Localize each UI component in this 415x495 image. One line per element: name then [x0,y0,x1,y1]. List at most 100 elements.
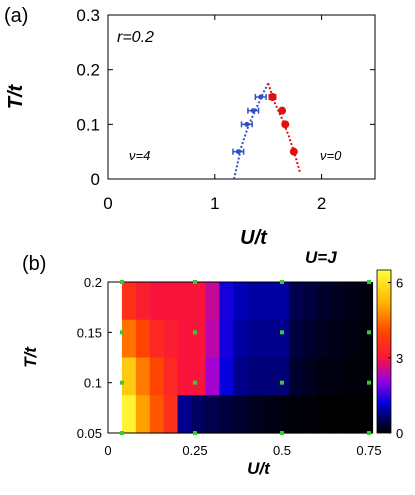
grid-marker [367,280,371,284]
grid-marker [280,431,284,435]
heatmap-cell [121,357,137,396]
data-point [235,149,241,155]
grid-marker [280,330,284,335]
x-tick-label-b: 0.5 [273,443,291,458]
heatmap-cell [219,357,234,396]
heatmap-cell [302,319,318,359]
x-tick-label-a: 2 [317,194,326,213]
chart-a: 0 0.1 0.2 0.3 0 1 2 U/t T/t r=0.2 ν=4 ν=0 [5,6,376,249]
grid-marker [119,330,124,335]
heatmap-cell [275,357,290,396]
region-label-right: ν=0 [320,148,342,163]
heatmap-cell [275,282,290,321]
heatmap-cell [121,282,137,321]
y-axis-label-b: T/t [21,346,40,368]
heatmap-cell [121,395,137,434]
heatmap-cell [330,282,346,321]
heatmap-cell [191,282,207,321]
heatmap-cell [358,319,374,359]
param-annotation: r=0.2 [117,29,154,46]
y-tick-label-b: 0.2 [84,275,102,290]
data-point [281,120,290,129]
heatmap-cell [205,357,220,396]
x-tick-label-b: 0.25 [182,443,207,458]
heatmap-cell [261,395,276,434]
heatmap-cell [177,357,193,396]
x-axis-label-b: U/t [247,459,271,478]
heatmap-cell [163,319,179,359]
heatmap-cell [219,282,234,321]
grid-marker [119,280,124,284]
chart-b: 0.05 0.1 0.15 0.2 0 0.25 0.5 0.75 U/t T/t U=J 0 3 6 [21,248,403,478]
heatmap-cell [358,282,374,321]
heatmap-cell [316,319,332,359]
y-axis-label-a: T/t [5,83,27,109]
x-tick-label-a: 1 [210,194,219,213]
panel-a-label: (a) [4,5,28,27]
grid-marker [193,330,197,335]
heatmap-cell [233,395,248,434]
heatmap-cell [358,357,374,396]
y-tick-label-b: 0.15 [77,325,102,340]
heatmap-cell [135,319,151,359]
grid-marker [280,280,284,284]
heatmap-cell [219,319,234,359]
heatmap-cell [177,319,193,359]
heatmap-cell [330,357,346,396]
x-axis-label-a: U/t [240,227,268,249]
heatmap-cell [247,357,262,396]
grid-marker [119,431,124,435]
data-point [244,121,250,127]
heatmap-cell [149,319,165,359]
grid-marker [193,431,197,435]
heatmap-cell [191,357,207,396]
heatmap-cell [233,319,248,359]
data-point [289,147,298,156]
colorbar-tick-label: 0 [396,426,403,441]
heatmap-cell [302,357,318,396]
heatmap-cell [344,395,360,434]
heatmap-cell [149,282,165,321]
heatmap-cell [205,395,220,434]
heatmap-cell [275,319,290,359]
data-point [258,94,264,100]
heatmap-cell [233,282,248,321]
heatmap-cell [261,319,276,359]
heatmap-cell [344,357,360,396]
heatmap-cell [163,282,179,321]
heatmap-cell [344,282,360,321]
heatmap-cell [316,357,332,396]
heatmap-cell [288,395,304,434]
heatmap-cell [219,395,234,434]
heatmap-cell [247,395,262,434]
heatmap-cell [135,395,151,434]
data-point [250,108,256,114]
heatmap-cell [358,395,374,434]
heatmap-cell [149,395,165,434]
heatmap-cell [135,282,151,321]
heatmap-cell [330,395,346,434]
grid-marker [367,431,371,435]
heatmap-cell [163,357,179,396]
heatmap-cell [261,357,276,396]
heatmap-cell [288,282,304,321]
plot-frame-b [107,281,370,434]
grid-marker [193,380,197,385]
heatmap-cell [135,357,151,396]
plot-frame-a [107,14,376,180]
heatmap-cell [177,282,193,321]
heatmap-cell [177,395,193,434]
panel-b-label: (b) [22,253,46,275]
heatmap-cell [247,319,262,359]
y-tick-label-b: 0.05 [77,426,102,441]
region-label-left: ν=4 [129,148,150,163]
heatmap-cell [121,319,137,359]
heatmap-cell [205,319,220,359]
heatmap-cell [149,357,165,396]
data-point [278,106,287,115]
grid-marker [280,380,284,385]
heatmap-cell [344,319,360,359]
heatmap-cell [288,319,304,359]
colorbar [376,269,392,434]
